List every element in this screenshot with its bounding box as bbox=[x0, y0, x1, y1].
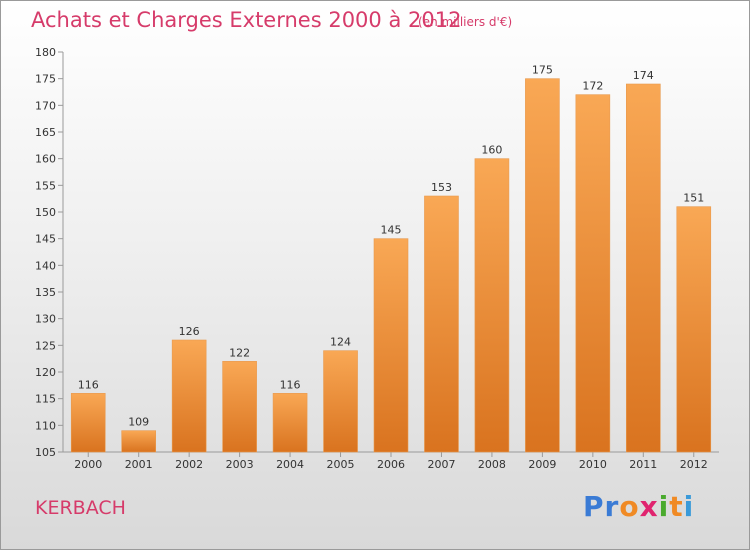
logo-letter: t bbox=[669, 490, 684, 523]
value-label: 172 bbox=[582, 80, 603, 93]
x-tick-label: 2002 bbox=[175, 458, 203, 471]
bar-2008 bbox=[474, 158, 510, 453]
value-label: 126 bbox=[179, 325, 200, 338]
value-label: 151 bbox=[683, 192, 704, 205]
x-tick-label: 2006 bbox=[377, 458, 405, 471]
bar-2012 bbox=[676, 206, 712, 453]
y-tick-label: 140 bbox=[35, 259, 56, 272]
value-label: 116 bbox=[78, 378, 99, 391]
y-tick-label: 155 bbox=[35, 179, 56, 192]
y-tick-label: 115 bbox=[35, 393, 56, 406]
logo-letter: x bbox=[639, 490, 659, 523]
value-label: 122 bbox=[229, 346, 250, 359]
x-tick-label: 2005 bbox=[327, 458, 355, 471]
logo-letter: i bbox=[658, 490, 670, 523]
x-tick-label: 2001 bbox=[125, 458, 153, 471]
x-tick-label: 2003 bbox=[226, 458, 254, 471]
axes: 105 110 115 120 125 130 135 140 145 150 155 160 165 1… bbox=[35, 46, 719, 471]
chart-title: Achats et Charges Externes 2000 à 2012 bbox=[31, 8, 462, 32]
x-tick-label: 2010 bbox=[579, 458, 607, 471]
value-labels: 116 109 126 122 116 124 145 153 160 175 172 174 151 bbox=[78, 64, 705, 429]
bar-2005 bbox=[323, 350, 358, 453]
y-tick-label: 165 bbox=[35, 126, 56, 139]
logo-letter: r bbox=[604, 490, 620, 523]
x-tick-label: 2009 bbox=[528, 458, 556, 471]
bar-2010 bbox=[575, 94, 611, 453]
y-tick-label: 120 bbox=[35, 366, 56, 379]
bar-2009 bbox=[525, 78, 560, 453]
x-tick-label: 2004 bbox=[276, 458, 304, 471]
x-tick-label: 2012 bbox=[680, 458, 708, 471]
y-tick-label: 150 bbox=[35, 206, 56, 219]
x-tick-label: 2008 bbox=[478, 458, 506, 471]
proxiti-logo: Proxiti bbox=[583, 490, 694, 523]
logo-letter: i bbox=[683, 490, 695, 523]
chart-subtitle: (en milliers d'€) bbox=[418, 15, 513, 29]
y-tick-label: 175 bbox=[35, 73, 56, 86]
y-tick-label: 180 bbox=[35, 46, 56, 59]
bar-2003 bbox=[222, 361, 257, 453]
bar-2001 bbox=[121, 430, 156, 453]
x-tick-label: 2011 bbox=[629, 458, 657, 471]
y-tick-label: 130 bbox=[35, 313, 56, 326]
y-tick-label: 110 bbox=[35, 419, 56, 432]
logo-letter: o bbox=[619, 490, 640, 523]
y-tick-label: 105 bbox=[35, 446, 56, 459]
bar-2004 bbox=[272, 393, 308, 453]
bar-2006 bbox=[373, 238, 409, 453]
bar-2011 bbox=[626, 83, 661, 453]
value-label: 175 bbox=[532, 64, 553, 77]
value-label: 160 bbox=[481, 144, 502, 157]
value-label: 109 bbox=[128, 416, 149, 429]
y-tick-label: 125 bbox=[35, 339, 56, 352]
value-label: 116 bbox=[280, 378, 301, 391]
bar-2007 bbox=[424, 195, 459, 453]
logo-letter: P bbox=[583, 490, 605, 523]
y-tick-label: 145 bbox=[35, 233, 56, 246]
value-label: 145 bbox=[381, 224, 402, 237]
bar-2000 bbox=[70, 393, 106, 453]
x-tick-label: 2007 bbox=[427, 458, 455, 471]
commune-name: KERBACH bbox=[35, 497, 126, 519]
x-tick-label: 2000 bbox=[74, 458, 102, 471]
value-label: 153 bbox=[431, 181, 452, 194]
bar-2002 bbox=[171, 339, 207, 453]
value-label: 124 bbox=[330, 336, 351, 349]
y-tick-label: 170 bbox=[35, 99, 56, 112]
y-tick-label: 160 bbox=[35, 153, 56, 166]
value-label: 174 bbox=[633, 69, 654, 82]
y-tick-label: 135 bbox=[35, 286, 56, 299]
bars bbox=[70, 78, 712, 453]
